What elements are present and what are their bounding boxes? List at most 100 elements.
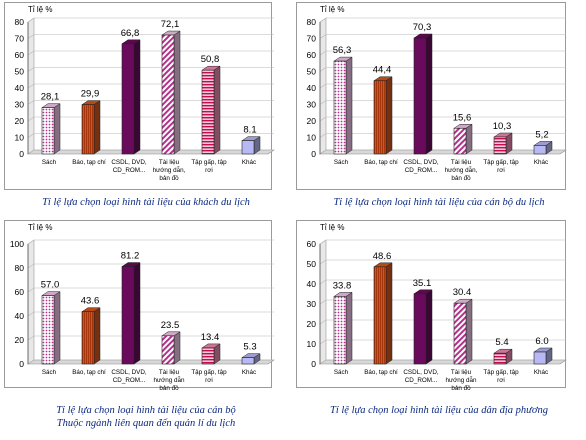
gridline-diag bbox=[319, 17, 327, 23]
floor bbox=[27, 359, 275, 365]
gridline-diag bbox=[319, 259, 327, 265]
gridline-diag bbox=[319, 116, 327, 122]
y-tick-label: 10 bbox=[307, 133, 317, 143]
value-label: 56,3 bbox=[333, 45, 352, 56]
gridline-diag bbox=[27, 116, 35, 122]
y-tick-label: 20 bbox=[307, 116, 317, 126]
chart-svg: 0 10 20 30 40 50 60 70 80 28,1 Sách 29,9 Báo, tạp ch… bbox=[15, 17, 275, 182]
category-label: Báo, tạp chí bbox=[72, 369, 106, 376]
category-label: Khác bbox=[242, 159, 256, 166]
y-tick-label: 70 bbox=[15, 34, 25, 44]
value-label: 8.1 bbox=[243, 125, 256, 136]
category-label: hướng dẫn, bbox=[445, 165, 478, 174]
caption-line: Tỉ lệ lựa chọn loại hình tài liệu của dâ… bbox=[329, 405, 548, 416]
caption-line: Tỉ lệ lựa chọn loại hình tài liệu của kh… bbox=[42, 197, 250, 208]
category-label: Tài liệu bbox=[451, 159, 472, 166]
y-tick-label: 30 bbox=[307, 299, 317, 309]
value-label: 5.3 bbox=[243, 342, 256, 353]
y-tick-label: 30 bbox=[307, 100, 317, 110]
y-tick-label: 80 bbox=[15, 17, 25, 27]
category-label: bản đồ bbox=[451, 173, 471, 182]
side-wall bbox=[27, 239, 35, 365]
y-tick-label: 80 bbox=[15, 263, 25, 273]
floor bbox=[27, 149, 275, 155]
floor bbox=[319, 149, 567, 155]
category-label: Tài liệu bbox=[159, 369, 180, 376]
category-label: hướng dẫn, bbox=[153, 165, 186, 174]
value-label: 35.1 bbox=[413, 278, 432, 289]
gridline-diag bbox=[319, 50, 327, 56]
gridline-diag bbox=[319, 83, 327, 89]
bar-khac bbox=[533, 140, 553, 155]
category-label: Tài liệu bbox=[451, 369, 472, 376]
gridline-diag bbox=[319, 359, 327, 365]
gridline-diag bbox=[319, 149, 327, 155]
y-tick-label: 20 bbox=[307, 319, 317, 329]
bar-khac bbox=[241, 136, 261, 155]
y-tick-label: 40 bbox=[307, 279, 317, 289]
gridline-diag bbox=[319, 279, 327, 285]
bar-sach bbox=[333, 291, 353, 365]
value-label: 23.5 bbox=[161, 320, 180, 331]
value-label: 6.0 bbox=[535, 336, 548, 347]
value-label: 66,8 bbox=[121, 28, 140, 39]
value-label: 33.8 bbox=[333, 280, 352, 291]
bar-bao bbox=[81, 100, 101, 155]
y-tick-label: 40 bbox=[15, 83, 25, 93]
value-label: 13.4 bbox=[201, 332, 220, 343]
bar-bao bbox=[373, 76, 393, 155]
gridline-diag bbox=[27, 17, 35, 23]
category-label: Tập gấp, tập bbox=[191, 367, 227, 376]
bar-tailieu bbox=[161, 331, 181, 365]
value-label: 70,3 bbox=[413, 22, 432, 33]
y-tick-label: 0 bbox=[19, 149, 24, 159]
category-label: Khác bbox=[534, 159, 548, 166]
caption-line: Tỉ lệ lựa chọn loại hình tài liệu của cá… bbox=[56, 405, 236, 416]
gridline-diag bbox=[319, 299, 327, 305]
category-label: CD_ROM... bbox=[113, 167, 146, 174]
value-label: 50,8 bbox=[201, 54, 220, 65]
gridline-diag bbox=[27, 83, 35, 89]
category-label: CSDL, DVD, bbox=[403, 369, 439, 376]
category-label: rơi bbox=[205, 167, 213, 174]
y-tick-label: 50 bbox=[307, 259, 317, 269]
gridline-diag bbox=[319, 34, 327, 39]
gridline-diag bbox=[27, 287, 35, 293]
bar-khac bbox=[533, 347, 553, 365]
bar-tailieu bbox=[161, 30, 181, 155]
category-label: Khác bbox=[242, 369, 256, 376]
bar-sach bbox=[41, 103, 61, 155]
category-label: Sách bbox=[334, 369, 349, 376]
category-label: Khác bbox=[534, 369, 548, 376]
value-label: 44,4 bbox=[373, 65, 392, 76]
category-label: rơi bbox=[205, 377, 213, 384]
bar-csdl bbox=[121, 262, 141, 365]
category-label: CD_ROM... bbox=[405, 167, 438, 174]
category-label: hướng dẫn bbox=[153, 375, 185, 384]
gridline-diag bbox=[27, 50, 35, 56]
y-tick-label: 20 bbox=[15, 116, 25, 126]
category-label: Tài liệu bbox=[159, 159, 180, 166]
value-label: 81.2 bbox=[121, 251, 140, 262]
y-tick-label: 10 bbox=[15, 133, 25, 143]
value-label: 10,3 bbox=[493, 121, 512, 132]
y-axis-label: Tỉ lệ % bbox=[320, 5, 345, 14]
value-label: 15,6 bbox=[453, 112, 472, 123]
category-label: CSDL, DVD, bbox=[111, 159, 147, 166]
bar-csdl bbox=[413, 33, 433, 155]
gridline-diag bbox=[319, 319, 327, 325]
chart-caption: Tỉ lệ lựa chọn loại hình tài liệu của cá… bbox=[0, 404, 292, 430]
y-axis-label: Tỉ lệ % bbox=[28, 223, 53, 232]
chart-panel-4: Tỉ lệ % 0 10 20 30 40 50 60 33.8 Sách 48.6 Báo, tạp… bbox=[292, 218, 586, 440]
y-tick-label: 30 bbox=[15, 100, 25, 110]
bar-tapgap bbox=[493, 132, 513, 155]
gridline-diag bbox=[27, 239, 35, 245]
chart-panel-1: Tỉ lệ % 0 10 20 30 40 50 60 70 80 28,1 Sách 29,9 Báo,… bbox=[0, 0, 292, 218]
gridline-diag bbox=[319, 239, 327, 245]
value-label: 57.0 bbox=[41, 280, 60, 291]
y-tick-label: 0 bbox=[19, 359, 24, 369]
category-label: bản đồ bbox=[159, 173, 179, 182]
y-axis-label: Tỉ lệ % bbox=[28, 5, 53, 14]
gridline-diag bbox=[27, 149, 35, 155]
category-label: Báo, tạp chí bbox=[364, 159, 398, 166]
